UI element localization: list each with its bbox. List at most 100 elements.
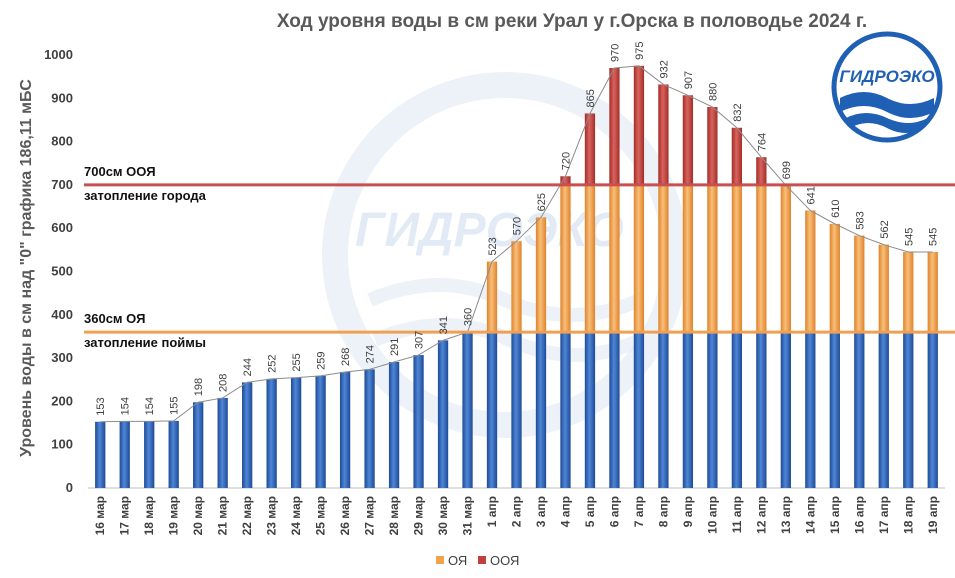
- bar-segment-oya: [829, 223, 840, 333]
- threshold-label-700: 700см ООЯ: [84, 164, 156, 179]
- logo-text: ГИДРОЭКО: [839, 67, 934, 86]
- y-tick-label: 300: [51, 350, 73, 365]
- x-tick-label: 17 апр: [877, 496, 891, 534]
- x-tick-label: 3 апр: [534, 496, 548, 527]
- level-connector-polyline: [100, 65, 933, 423]
- x-tick-label: 17 мар: [118, 496, 132, 535]
- data-label: 699: [781, 161, 793, 179]
- x-tick-label: 19 мар: [167, 496, 181, 535]
- x-tick-label: 2 апр: [510, 496, 524, 527]
- data-label: 208: [218, 374, 230, 392]
- bar-segment-ooya: [682, 95, 694, 185]
- bar-segment-base: [780, 332, 791, 488]
- y-tick-label: 100: [51, 437, 73, 452]
- bar-segment-oya: [633, 184, 645, 333]
- bar-segment-oya: [535, 217, 547, 333]
- bar-segment-base: [193, 402, 204, 488]
- bar-segment-oya: [658, 184, 669, 333]
- bar-segment-ooya: [658, 84, 669, 185]
- watermark: ГИДРОЭКО: [322, 72, 688, 438]
- bar-segment-ooya: [560, 176, 571, 185]
- x-tick-label: 23 мар: [265, 496, 279, 535]
- watermark-text: ГИДРОЭКО: [355, 204, 624, 257]
- bar-segment-base: [266, 378, 277, 488]
- threshold-sublabel-700: затопление города: [84, 188, 207, 203]
- y-tick-label: 700: [51, 177, 73, 192]
- bar-segment-base: [413, 355, 424, 488]
- bar-segment-base: [878, 332, 889, 488]
- bar-segment-oya: [805, 210, 816, 333]
- bar-segment-base: [584, 332, 596, 488]
- bar-segment-base: [339, 371, 351, 488]
- y-tick-label: 1000: [44, 47, 73, 62]
- data-label: 198: [193, 378, 205, 396]
- data-label: 255: [291, 353, 303, 371]
- bar-segment-base: [144, 421, 155, 488]
- data-label: 341: [438, 316, 450, 334]
- data-label: 252: [267, 355, 279, 373]
- x-tick-label: 4 апр: [558, 496, 572, 527]
- x-tick-label: 7 апр: [632, 496, 646, 527]
- bars: [95, 65, 938, 488]
- data-label: 865: [585, 89, 597, 107]
- x-ticks: 16 мар 17 мар 18 мар 19 мар 20 мар 21 мар 22 м…: [93, 496, 940, 535]
- connector-line: [100, 65, 933, 423]
- x-tick-label: 16 мар: [93, 496, 107, 535]
- bar-segment-base: [535, 332, 547, 488]
- threshold-label-360: 360см ОЯ: [84, 311, 145, 326]
- chart-title: Ход уровня воды в см реки Урал у г.Орска…: [277, 11, 867, 32]
- bar-segment-ooya: [756, 157, 767, 185]
- x-tick-label: 18 апр: [901, 496, 915, 534]
- y-tick-label: 600: [51, 220, 73, 235]
- x-tick-label: 21 мар: [216, 496, 230, 535]
- data-label: 641: [805, 186, 817, 204]
- x-tick-label: 16 апр: [852, 496, 866, 534]
- bar-segment-base: [927, 332, 938, 488]
- bar-segment-oya: [682, 184, 694, 333]
- bar-segment-oya: [560, 184, 571, 333]
- bar-segment-base: [707, 332, 718, 488]
- data-label: 274: [365, 345, 377, 363]
- y-tick-label: 400: [51, 307, 73, 322]
- x-tick-label: 8 апр: [656, 496, 670, 527]
- x-tick-label: 22 мар: [240, 496, 254, 535]
- x-tick-label: 27 мар: [363, 496, 377, 535]
- x-tick-label: 19 апр: [926, 496, 940, 534]
- data-label: 155: [169, 397, 181, 415]
- bar-segment-base: [633, 332, 645, 488]
- legend-label-oya: ОЯ: [448, 553, 467, 568]
- bar-segment-base: [682, 332, 694, 488]
- data-label: 832: [732, 103, 744, 121]
- bar-segment-base: [290, 377, 302, 488]
- data-label: 244: [242, 358, 254, 376]
- threshold-sublabel-360: затопление поймы: [84, 335, 206, 350]
- x-tick-label: 28 мар: [387, 496, 401, 535]
- bar-segment-oya: [878, 244, 889, 333]
- data-label: 562: [879, 220, 891, 238]
- bar-segment-base: [437, 340, 449, 488]
- threshold-lines: 700см ООЯ затопление города 360см ОЯ затопл…: [84, 164, 955, 350]
- data-label: 907: [683, 71, 695, 89]
- bar-segment-base: [364, 369, 375, 488]
- data-label: 970: [609, 44, 621, 62]
- x-tick-label: 30 мар: [436, 496, 450, 535]
- x-tick-label: 26 мар: [338, 496, 352, 535]
- bar-segment-oya: [927, 252, 938, 333]
- y-ticks: 0 100 200 300 400 500 600 700 800 900 1000: [44, 47, 73, 495]
- bar-segment-base: [731, 332, 743, 488]
- legend-swatch-oya: [436, 556, 444, 564]
- bar-segment-oya: [707, 184, 718, 333]
- bar-segment-base: [242, 382, 253, 488]
- bar-segment-oya: [609, 184, 620, 333]
- bar-segment-base: [315, 375, 326, 488]
- bar-segment-oya: [584, 184, 596, 333]
- bar-segment-oya: [780, 185, 791, 333]
- bar-segment-ooya: [707, 106, 718, 185]
- data-label: 583: [854, 211, 866, 229]
- bar-segment-base: [658, 332, 669, 488]
- bar-segment-base: [217, 397, 228, 488]
- bar-segment-base: [486, 332, 498, 488]
- data-label: 545: [903, 228, 915, 246]
- bar-segment-base: [168, 420, 179, 488]
- y-tick-label: 200: [51, 393, 73, 408]
